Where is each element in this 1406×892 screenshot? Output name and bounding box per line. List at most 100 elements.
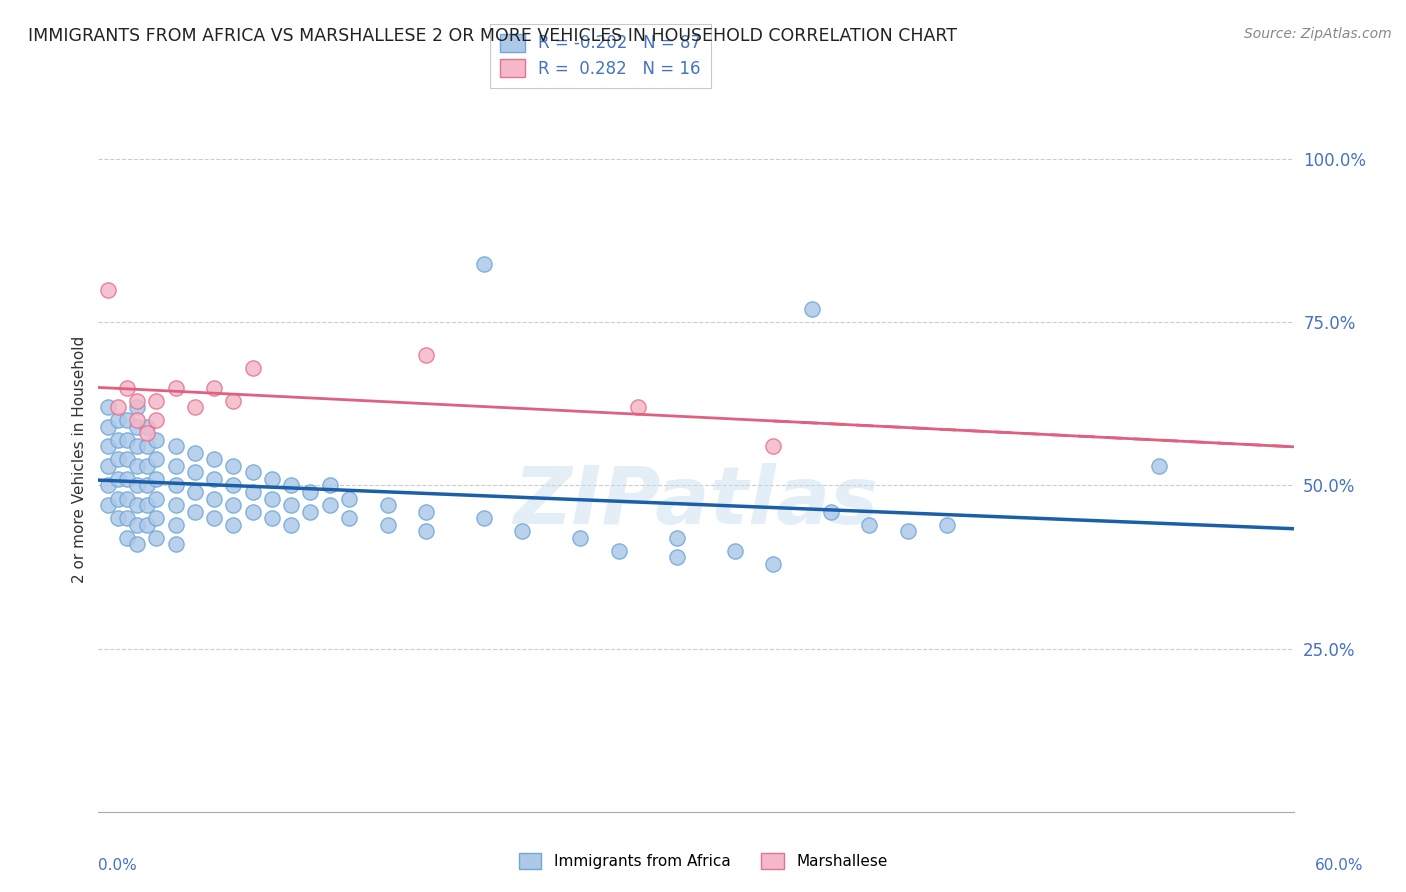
Point xyxy=(607,543,630,558)
Point xyxy=(222,517,245,532)
Point xyxy=(337,511,360,525)
Point xyxy=(299,485,322,500)
Point xyxy=(319,498,342,512)
Point xyxy=(125,439,148,453)
Point xyxy=(165,478,187,492)
Point xyxy=(165,439,187,453)
Point xyxy=(117,472,139,486)
Text: ZIPatlas: ZIPatlas xyxy=(513,463,879,541)
Text: 60.0%: 60.0% xyxy=(1316,858,1364,872)
Point xyxy=(260,472,283,486)
Point xyxy=(107,452,129,467)
Point xyxy=(145,531,167,545)
Point xyxy=(165,537,187,551)
Point xyxy=(97,419,120,434)
Point xyxy=(280,478,302,492)
Point xyxy=(135,517,157,532)
Point xyxy=(202,452,225,467)
Point xyxy=(135,419,157,434)
Point xyxy=(107,400,129,414)
Legend: Immigrants from Africa, Marshallese: Immigrants from Africa, Marshallese xyxy=(512,847,894,875)
Text: Source: ZipAtlas.com: Source: ZipAtlas.com xyxy=(1244,27,1392,41)
Point xyxy=(117,413,139,427)
Point xyxy=(125,498,148,512)
Point xyxy=(125,537,148,551)
Point xyxy=(125,419,148,434)
Point xyxy=(820,505,842,519)
Point xyxy=(107,472,129,486)
Point xyxy=(117,511,139,525)
Point xyxy=(165,381,187,395)
Point xyxy=(165,458,187,473)
Point xyxy=(135,478,157,492)
Point xyxy=(415,348,437,362)
Point xyxy=(260,511,283,525)
Point xyxy=(472,257,495,271)
Point xyxy=(202,491,225,506)
Point xyxy=(202,472,225,486)
Point xyxy=(222,478,245,492)
Point xyxy=(472,511,495,525)
Point xyxy=(117,531,139,545)
Point xyxy=(242,505,264,519)
Point xyxy=(184,446,207,460)
Point xyxy=(202,381,225,395)
Point xyxy=(858,517,880,532)
Point xyxy=(627,400,650,414)
Point xyxy=(117,452,139,467)
Point xyxy=(415,505,437,519)
Point xyxy=(97,400,120,414)
Point xyxy=(165,517,187,532)
Point xyxy=(337,491,360,506)
Point xyxy=(135,439,157,453)
Point xyxy=(145,472,167,486)
Point xyxy=(800,302,823,317)
Point xyxy=(222,458,245,473)
Legend: R = -0.202   N = 87, R =  0.282   N = 16: R = -0.202 N = 87, R = 0.282 N = 16 xyxy=(489,24,711,87)
Point xyxy=(222,393,245,408)
Point xyxy=(117,491,139,506)
Point xyxy=(222,498,245,512)
Point xyxy=(184,466,207,480)
Point xyxy=(319,478,342,492)
Y-axis label: 2 or more Vehicles in Household: 2 or more Vehicles in Household xyxy=(72,335,87,583)
Point xyxy=(97,458,120,473)
Point xyxy=(762,557,785,571)
Point xyxy=(242,466,264,480)
Point xyxy=(107,413,129,427)
Point xyxy=(117,381,139,395)
Point xyxy=(117,433,139,447)
Point xyxy=(280,517,302,532)
Point xyxy=(125,478,148,492)
Point xyxy=(242,361,264,376)
Point xyxy=(184,485,207,500)
Point xyxy=(125,517,148,532)
Point xyxy=(184,400,207,414)
Point xyxy=(415,524,437,538)
Point xyxy=(897,524,920,538)
Point xyxy=(125,393,148,408)
Point xyxy=(125,413,148,427)
Point xyxy=(512,524,534,538)
Point xyxy=(135,458,157,473)
Point xyxy=(97,283,120,297)
Point xyxy=(145,413,167,427)
Point xyxy=(1147,458,1170,473)
Point xyxy=(762,439,785,453)
Point xyxy=(97,478,120,492)
Point xyxy=(125,400,148,414)
Point xyxy=(145,491,167,506)
Point xyxy=(107,491,129,506)
Point xyxy=(107,433,129,447)
Point xyxy=(377,498,399,512)
Point xyxy=(165,498,187,512)
Text: 0.0%: 0.0% xyxy=(98,858,138,872)
Point xyxy=(145,452,167,467)
Point xyxy=(280,498,302,512)
Point xyxy=(135,498,157,512)
Text: IMMIGRANTS FROM AFRICA VS MARSHALLESE 2 OR MORE VEHICLES IN HOUSEHOLD CORRELATIO: IMMIGRANTS FROM AFRICA VS MARSHALLESE 2 … xyxy=(28,27,957,45)
Point xyxy=(97,439,120,453)
Point xyxy=(935,517,957,532)
Point xyxy=(145,393,167,408)
Point xyxy=(723,543,745,558)
